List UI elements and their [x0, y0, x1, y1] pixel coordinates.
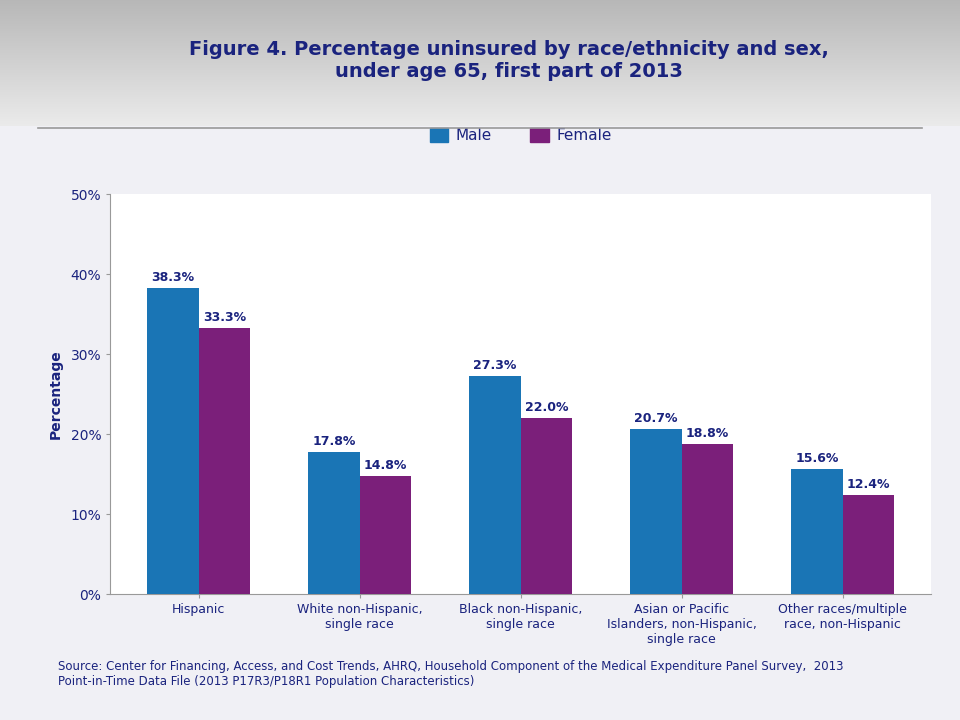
Text: 12.4%: 12.4% — [847, 478, 890, 491]
Text: 22.0%: 22.0% — [525, 401, 568, 414]
Text: 18.8%: 18.8% — [685, 427, 729, 440]
Bar — [630, 428, 682, 594]
Bar — [521, 418, 572, 594]
Bar — [199, 328, 251, 594]
Bar — [360, 476, 411, 594]
Legend: Male, Female: Male, Female — [423, 122, 618, 150]
Text: 15.6%: 15.6% — [795, 452, 839, 465]
Text: Source: Center for Financing, Access, and Cost Trends, AHRQ, Household Component: Source: Center for Financing, Access, an… — [58, 660, 843, 688]
Text: 14.8%: 14.8% — [364, 459, 407, 472]
Text: Figure 4. Percentage uninsured by race/ethnicity and sex,
under age 65, first pa: Figure 4. Percentage uninsured by race/e… — [189, 40, 828, 81]
Bar — [469, 376, 521, 594]
Text: 38.3%: 38.3% — [152, 271, 195, 284]
Text: 27.3%: 27.3% — [473, 359, 516, 372]
Bar — [682, 444, 733, 594]
Text: 33.3%: 33.3% — [204, 311, 246, 324]
Text: 20.7%: 20.7% — [635, 412, 678, 425]
Bar — [148, 288, 199, 594]
Bar — [791, 469, 843, 594]
Text: 17.8%: 17.8% — [312, 435, 356, 448]
Y-axis label: Percentage: Percentage — [48, 349, 62, 439]
Bar — [843, 495, 894, 594]
Bar — [308, 451, 360, 594]
